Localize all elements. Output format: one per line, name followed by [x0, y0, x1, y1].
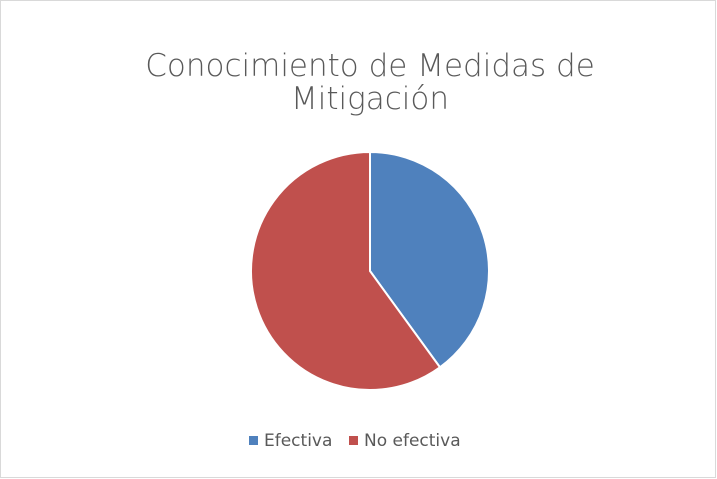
legend-label: Efectiva [264, 431, 332, 451]
pie-slice [250, 150, 442, 391]
legend-swatch [249, 436, 258, 445]
legend-swatch [349, 436, 358, 445]
pie-slice [369, 150, 490, 369]
chart-title: Conocimiento de Medidas de Mitigación [145, 48, 595, 117]
legend-label: No efectiva [364, 431, 461, 451]
